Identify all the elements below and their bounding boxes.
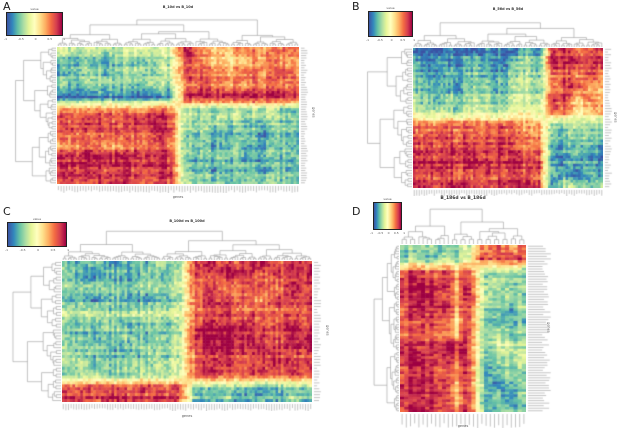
panel-d-colorbar [373,202,402,230]
panel-a-colorbar [6,12,63,36]
tick-label: 0.5 [393,231,399,235]
tick-label: 0 [387,231,390,235]
panel-d-left-dendrogram [371,245,399,412]
panel-b-col-labels [413,189,603,196]
panel-a-letter: A [3,0,11,13]
panel-c-colorbar-ticks: -1 -0.5 0 0.5 1 [5,249,69,252]
panel-c-left-dendrogram [6,261,61,402]
tick-label: -1 [5,248,8,252]
panel-b-colorbar [368,11,413,37]
tick-label: -0.5 [377,231,384,235]
tick-label: 0.5 [400,38,406,42]
panel-b-row-labels [604,48,613,188]
panel-c-top-dendrogram [62,228,312,260]
panel-d-heatmap [400,245,526,412]
tick-label: -1 [366,38,369,42]
panel-c-title: B_100d vs B_100d [169,219,205,223]
tick-label: -1 [4,37,7,41]
panel-c-colorbar [7,222,67,247]
panel-a-xlabel: genes [172,195,184,199]
panel-a-row-labels [300,47,309,184]
tick-label: 0 [390,38,393,42]
panel-d-col-labels [400,413,526,428]
panel-b-top-dendrogram [413,17,603,47]
panel-c-col-labels [62,403,312,411]
panel-b-left-dendrogram [363,48,412,188]
tick-label: 0.5 [50,248,56,252]
panel-a-left-dendrogram [8,47,56,184]
panel-c-heatmap [62,261,312,402]
panel-d-xlabel: genes [457,424,469,428]
panel-b-title: B_56d vs B_56d [492,7,524,11]
panel-c-ylabel: genes [325,325,330,336]
tick-label: -1 [370,231,373,235]
panel-a-title: B_10d vs B_10d [162,5,194,9]
panel-b-ylabel: genes [613,112,617,123]
panel-b-heatmap [413,48,603,188]
panel-c-letter: C [3,205,11,218]
panel-a-colorbar-ticks: -1 -0.5 0 0.5 1 [4,38,65,41]
panel-d-ylabel: genes [546,322,551,333]
tick-label: 0.5 [47,37,53,41]
panel-d-row-labels [527,245,553,412]
tick-label: 0 [34,37,37,41]
panel-d-title: B_186d vs B_186d [440,196,486,201]
tick-label: -0.5 [19,248,26,252]
panel-a-col-labels [57,185,299,193]
panel-d-letter: D [352,205,361,218]
panel-b-letter: B [352,0,360,13]
panel-c-row-labels [313,261,322,402]
panel-c-legend-title: value [32,217,42,221]
panel-c-xlabel: genes [181,414,193,418]
panel-a-top-dendrogram [57,14,299,46]
panel-d-legend-title: value [383,197,392,201]
panel-a-ylabel: genes [311,107,316,118]
panel-b-colorbar-ticks: -1 -0.5 0 0.5 1 [366,39,415,42]
panel-b-legend-title: value [386,6,395,10]
tick-label: -0.5 [17,37,24,41]
panel-d-top-dendrogram [400,207,526,244]
tick-label: 0 [37,248,40,252]
tick-label: -0.5 [376,38,383,42]
panel-a-legend-title: value [30,7,39,11]
panel-a-heatmap [57,47,299,184]
